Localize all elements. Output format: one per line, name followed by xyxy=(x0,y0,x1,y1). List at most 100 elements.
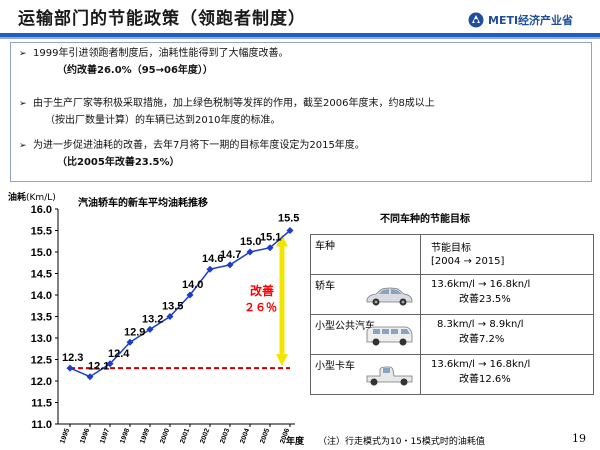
series-line xyxy=(69,229,291,378)
target-value: 13.6km/l → 16.8kn/l xyxy=(431,359,531,370)
bullet-1: ➢ 1999年引进领跑者制度后，油耗性能得到了大幅度改善。 （约改善26.0%（… xyxy=(19,47,288,78)
table-row: 小型公共汽车 8.3km/l → 8.9kn/l 改善7.2% xyxy=(310,314,594,355)
x-tick-label: 2001 xyxy=(179,428,191,445)
table-title: 不同车种的节能目标 xyxy=(380,214,470,225)
data-label: 15.0 xyxy=(240,236,261,248)
x-tick-label: 2006 xyxy=(279,428,291,445)
bullet-2-text: 由于生产厂家等积极采取措施，加上绿色税制等发挥的作用，截至2006年度末，约8成… xyxy=(33,98,435,109)
data-label: 12.3 xyxy=(62,352,83,364)
data-point xyxy=(126,338,134,346)
y-tick-label: 15.5 xyxy=(31,226,52,238)
x-tick-label: 2003 xyxy=(219,428,231,445)
chart-note: （注）行走模式为10・15模式时的油耗值 xyxy=(318,437,485,447)
y-tick-label: 11.0 xyxy=(31,419,52,431)
data-label: 14.0 xyxy=(182,279,203,291)
header-cell-target: 节能目标 [2004 → 2015] xyxy=(420,234,594,275)
header-target-label: 节能目标 xyxy=(431,243,471,254)
data-point xyxy=(86,373,94,381)
data-point xyxy=(266,244,274,252)
logo-text: METI经济产业省 xyxy=(488,14,574,27)
data-label: 14.7 xyxy=(220,249,241,261)
y-tick-label: 12.5 xyxy=(31,355,52,367)
x-tick-label: 1995 xyxy=(59,428,71,445)
improvement-arrow-head-top xyxy=(276,234,288,247)
bullet-arrow-icon: ➢ xyxy=(19,99,27,109)
data-label: 13.2 xyxy=(142,313,163,325)
x-axis-label: 年度 xyxy=(286,435,305,447)
chart-ylabel: 油耗(Km/L) xyxy=(8,190,56,203)
header-type-label: 车种 xyxy=(315,241,335,252)
x-tick-label: 1997 xyxy=(99,428,111,445)
data-point xyxy=(166,313,174,320)
y-tick-label: 14.5 xyxy=(31,269,52,281)
data-label: 13.5 xyxy=(162,301,183,313)
improve-value: 改善12.6% xyxy=(459,374,511,385)
x-tick-label: 2004 xyxy=(239,428,251,445)
row-cell-type: 小型公共汽车 xyxy=(310,314,421,355)
improvement-arrow-head-bottom xyxy=(276,354,288,367)
summary-box: ➢ 1999年引进领跑者制度后，油耗性能得到了大幅度改善。 （约改善26.0%（… xyxy=(10,42,592,182)
bullet-3: ➢ 为进一步促进油耗的改善，去年7月将下一期的目标年度设定为2015年度。 （比… xyxy=(19,139,365,170)
row-cell-type: 轿车 xyxy=(310,274,421,315)
header-rule-shadow xyxy=(0,37,600,39)
bullet-3-text: 为进一步促进油耗的改善，去年7月将下一期的目标年度设定为2015年度。 xyxy=(33,140,365,151)
chart-title: 汽油轿车的新车平均油耗推移 xyxy=(78,198,208,209)
data-label: 12.9 xyxy=(124,326,145,338)
data-point xyxy=(66,364,74,372)
x-tick-label: 2002 xyxy=(199,428,211,445)
fuel-economy-chart: 11.0 11.5 12.0 12.5 13.0 13.5 14.0 14.5 15.0 15.5… xyxy=(31,204,305,447)
vehicle-type-label: 小型公共汽车 xyxy=(315,321,375,332)
page-number: 19 xyxy=(572,432,586,445)
y-tick-label: 13.0 xyxy=(31,333,52,345)
data-point xyxy=(246,248,254,256)
van-icon xyxy=(364,325,414,350)
bullet-3-sub: （比2005年改善23.5%） xyxy=(57,157,180,168)
data-label: 12.4 xyxy=(108,348,130,360)
truck-icon xyxy=(364,365,414,390)
chart-ylabel-unit: (Km/L) xyxy=(26,193,56,203)
x-tick-label: 1999 xyxy=(139,428,151,445)
y-tick-label: 13.5 xyxy=(31,312,52,324)
page-title: 运输部门的节能政策（领跑者制度） xyxy=(18,9,306,29)
row-cell-target: 13.6km/l → 16.8kn/l 改善12.6% xyxy=(420,354,594,395)
annotation-label: 改善 xyxy=(250,283,274,298)
vehicle-type-label: 轿车 xyxy=(315,281,335,292)
header-cell-type: 车种 xyxy=(310,234,421,275)
target-value: 8.3km/l → 8.9kn/l xyxy=(437,319,524,330)
data-label: 15.1 xyxy=(260,232,281,244)
data-point xyxy=(186,291,194,299)
data-point xyxy=(146,325,154,333)
table-header-row: 车种 节能目标 [2004 → 2015] xyxy=(310,234,594,275)
y-tick-label: 12.0 xyxy=(31,376,52,388)
improve-value: 改善23.5% xyxy=(459,294,511,305)
chart-ylabel-text: 油耗 xyxy=(8,193,27,203)
y-tick-label: 11.5 xyxy=(31,398,52,410)
header-target-range: [2004 → 2015] xyxy=(431,256,505,267)
bullet-arrow-icon: ➢ xyxy=(19,49,27,59)
y-tick-label: 14.0 xyxy=(31,290,52,302)
data-point xyxy=(286,227,294,234)
target-value: 13.6km/l → 16.8kn/l xyxy=(431,279,531,290)
y-tick-label: 15.0 xyxy=(31,247,52,259)
row-cell-target: 13.6km/l → 16.8kn/l 改善23.5% xyxy=(420,274,594,315)
improve-value: 改善7.2% xyxy=(459,334,505,345)
data-label: 14.6 xyxy=(202,253,223,265)
meti-logo-icon xyxy=(468,12,484,28)
data-label: 12.1 xyxy=(88,361,109,373)
bullet-2-text2: （按出厂数量计算）的车辆已达到2010年度的标准。 xyxy=(45,115,281,126)
y-tick-label: 16.0 xyxy=(31,204,52,216)
row-cell-target: 8.3km/l → 8.9kn/l 改善7.2% xyxy=(420,314,594,355)
data-point xyxy=(106,360,114,368)
data-label: 15.5 xyxy=(278,213,299,225)
header-rule xyxy=(0,33,600,37)
row-cell-type: 小型卡车 xyxy=(310,354,421,395)
data-point xyxy=(226,261,234,269)
bullet-arrow-icon: ➢ xyxy=(19,141,27,151)
bullet-2: ➢ 由于生产厂家等积极采取措施，加上绿色税制等发挥的作用，截至2006年度末，约… xyxy=(19,97,435,128)
bullet-1-sub: （约改善26.0%（95→06年度）） xyxy=(57,65,213,76)
x-tick-label: 2005 xyxy=(259,428,271,445)
annotation-value: ２６％ xyxy=(244,301,277,314)
meti-logo: METI经济产业省 xyxy=(468,12,573,28)
targets-table: 车种 节能目标 [2004 → 2015] 轿车 13.6km/l → 16.8… xyxy=(310,234,594,395)
x-tick-label: 1996 xyxy=(79,428,91,445)
